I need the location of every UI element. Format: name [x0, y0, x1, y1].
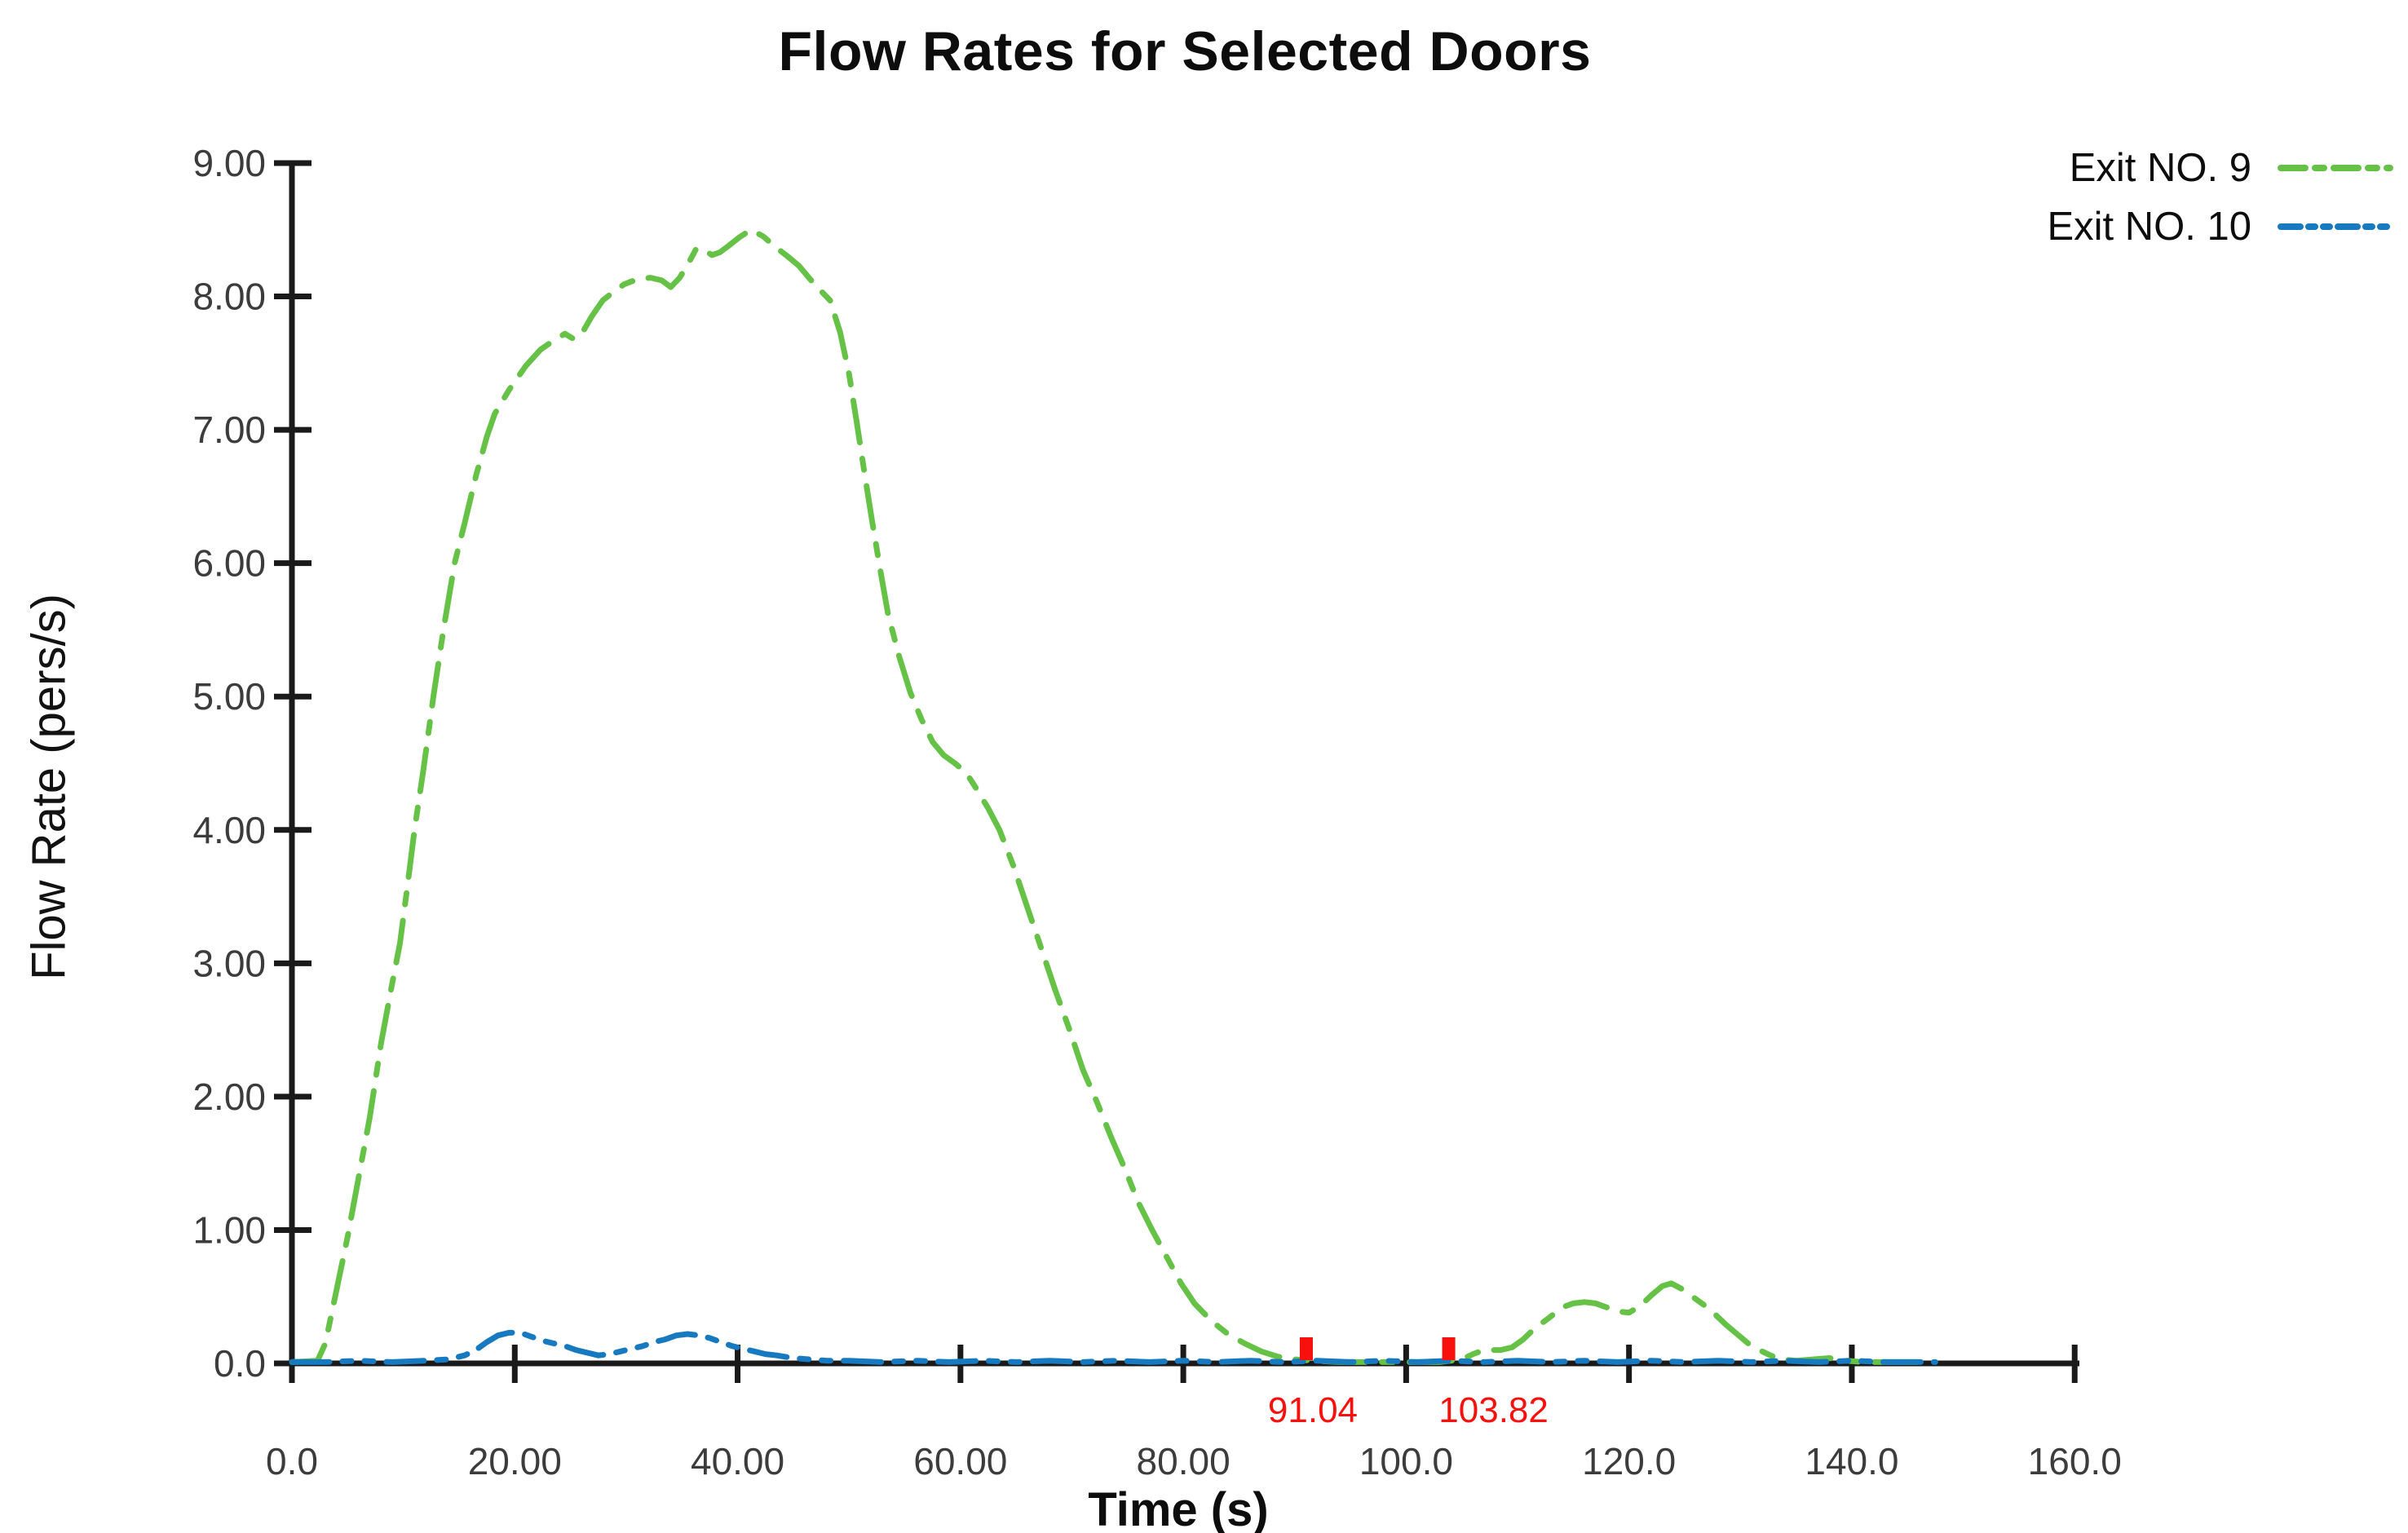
- legend-line-sample-exit-10: [2278, 223, 2393, 230]
- y-tick-label: 4.00: [192, 809, 266, 851]
- y-tick-label: 7.00: [192, 409, 266, 451]
- x-tick-label: 160.0: [2028, 1440, 2122, 1482]
- event-marker: [1442, 1337, 1456, 1360]
- y-tick-label: 2.00: [192, 1076, 266, 1118]
- event-marker: [1299, 1337, 1313, 1360]
- y-tick-label: 1.00: [192, 1208, 266, 1251]
- chart-title: Flow Rates for Selected Doors: [778, 20, 1592, 82]
- x-tick-label: 20.00: [468, 1440, 562, 1482]
- legend-item-exit-9: Exit NO. 9: [2070, 145, 2393, 191]
- y-tick-label: 8.00: [192, 276, 266, 318]
- x-tick-label: 60.00: [913, 1440, 1007, 1482]
- y-tick-label: 0.0: [214, 1342, 266, 1385]
- legend: Exit NO. 9 Exit NO. 10: [2047, 145, 2393, 250]
- y-tick-label: 9.00: [192, 142, 266, 184]
- legend-line-sample-exit-9: [2278, 165, 2393, 171]
- y-tick-label: 3.00: [192, 942, 266, 984]
- series-line-2: [289, 1329, 1938, 1365]
- legend-label-exit-9: Exit NO. 9: [2069, 146, 2251, 190]
- x-tick-label: 100.0: [1359, 1440, 1453, 1482]
- series-line-1: [289, 227, 1933, 1365]
- event-time-label: 91.04: [1268, 1390, 1358, 1430]
- x-tick-label: 140.0: [1805, 1440, 1898, 1482]
- y-tick-label: 6.00: [192, 542, 266, 585]
- x-axis-title: Time (s): [1088, 1483, 1269, 1533]
- legend-label-exit-10: Exit NO. 10: [2047, 205, 2251, 249]
- event-time-label: 103.82: [1438, 1390, 1549, 1430]
- x-tick-label: 40.00: [691, 1440, 784, 1482]
- x-tick-label: 80.00: [1137, 1440, 1231, 1482]
- x-tick-label: 120.0: [1582, 1440, 1676, 1482]
- legend-item-exit-10: Exit NO. 10: [2047, 204, 2393, 250]
- y-tick-label: 5.00: [192, 675, 266, 718]
- x-tick-label: 0.0: [266, 1440, 318, 1482]
